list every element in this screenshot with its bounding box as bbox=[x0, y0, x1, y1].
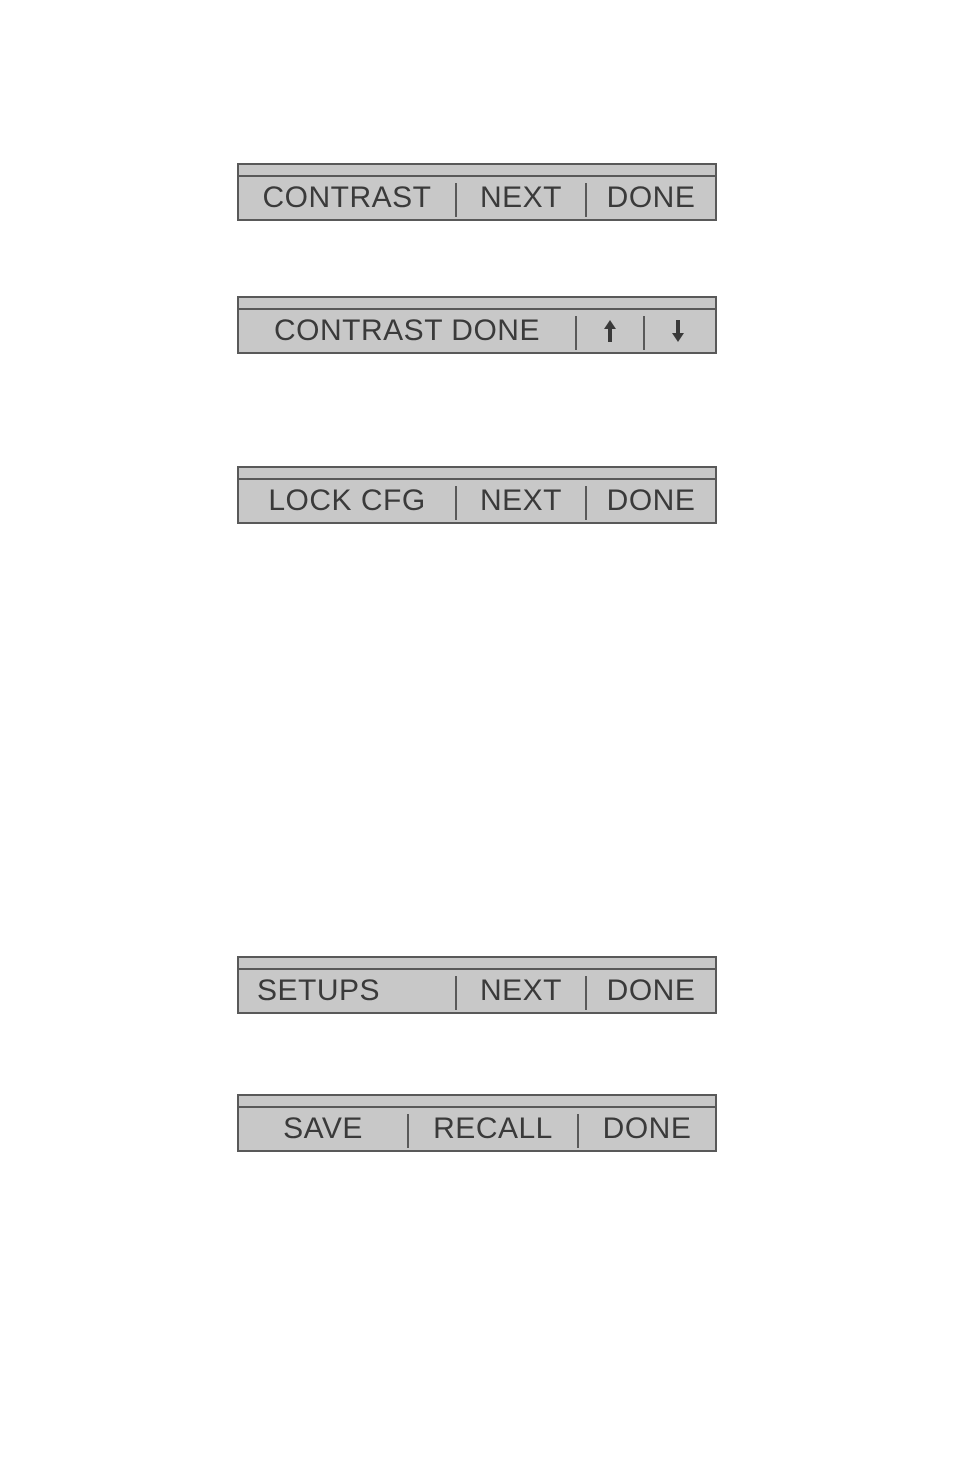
menu-panel-save-recall: SAVE RECALL DONE bbox=[237, 1094, 717, 1152]
next-label: NEXT bbox=[480, 974, 562, 1008]
save-label: SAVE bbox=[283, 1112, 363, 1146]
done-label: DONE bbox=[607, 181, 696, 215]
contrast-done-button[interactable]: CONTRAST DONE bbox=[239, 310, 575, 352]
done-label: DONE bbox=[607, 484, 696, 518]
next-button[interactable]: NEXT bbox=[457, 970, 585, 1012]
next-button[interactable]: NEXT bbox=[457, 480, 585, 522]
menu-panel-contrast-done: CONTRAST DONE bbox=[237, 296, 717, 354]
next-label: NEXT bbox=[480, 181, 562, 215]
done-label: DONE bbox=[603, 1112, 692, 1146]
menu-row: SAVE RECALL DONE bbox=[239, 1108, 715, 1150]
menu-panel-lock-cfg: LOCK CFG NEXT DONE bbox=[237, 466, 717, 524]
lock-cfg-label: LOCK CFG bbox=[268, 484, 425, 518]
recall-label: RECALL bbox=[433, 1112, 553, 1146]
contrast-label: CONTRAST bbox=[263, 181, 432, 215]
panel-top-spacer bbox=[239, 1096, 715, 1108]
menu-row: CONTRAST NEXT DONE bbox=[239, 177, 715, 219]
menu-panel-setups: SETUPS NEXT DONE bbox=[237, 956, 717, 1014]
next-label: NEXT bbox=[480, 484, 562, 518]
menu-row: SETUPS NEXT DONE bbox=[239, 970, 715, 1012]
done-button[interactable]: DONE bbox=[579, 1108, 715, 1150]
panel-top-spacer bbox=[239, 958, 715, 970]
panel-top-spacer bbox=[239, 468, 715, 480]
contrast-done-label: CONTRAST DONE bbox=[274, 314, 540, 348]
arrow-up-icon bbox=[601, 317, 619, 345]
done-button[interactable]: DONE bbox=[587, 970, 715, 1012]
panel-top-spacer bbox=[239, 165, 715, 177]
save-button[interactable]: SAVE bbox=[239, 1108, 407, 1150]
menu-row: CONTRAST DONE bbox=[239, 310, 715, 352]
arrow-up-button[interactable] bbox=[577, 310, 643, 352]
setups-label: SETUPS bbox=[257, 974, 380, 1008]
arrow-down-button[interactable] bbox=[645, 310, 711, 352]
done-button[interactable]: DONE bbox=[587, 177, 715, 219]
arrow-down-icon bbox=[669, 317, 687, 345]
done-button[interactable]: DONE bbox=[587, 480, 715, 522]
done-label: DONE bbox=[607, 974, 696, 1008]
recall-button[interactable]: RECALL bbox=[409, 1108, 577, 1150]
setups-button[interactable]: SETUPS bbox=[239, 970, 455, 1012]
contrast-button[interactable]: CONTRAST bbox=[239, 177, 455, 219]
panel-top-spacer bbox=[239, 298, 715, 310]
menu-panel-contrast: CONTRAST NEXT DONE bbox=[237, 163, 717, 221]
menu-row: LOCK CFG NEXT DONE bbox=[239, 480, 715, 522]
lock-cfg-button[interactable]: LOCK CFG bbox=[239, 480, 455, 522]
next-button[interactable]: NEXT bbox=[457, 177, 585, 219]
